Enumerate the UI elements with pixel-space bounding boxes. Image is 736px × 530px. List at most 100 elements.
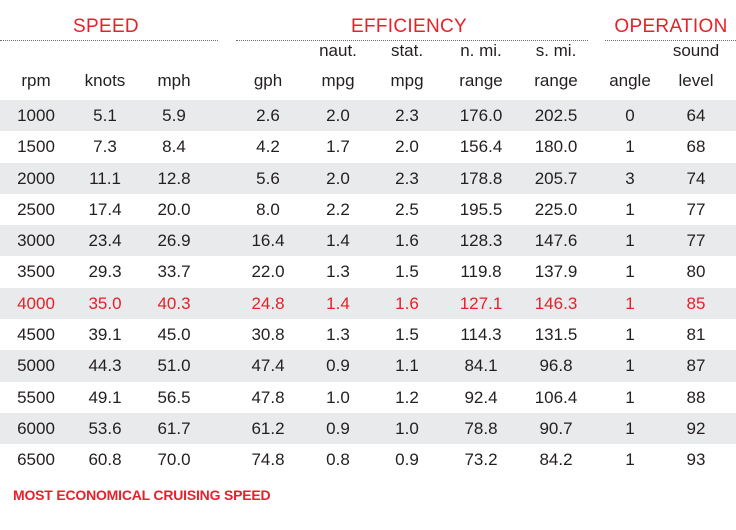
cell-nmi-range: 84.1 bbox=[464, 356, 498, 376]
cell-stat-mpg: 1.0 bbox=[395, 418, 419, 438]
group-rule-operation bbox=[605, 40, 736, 41]
header-smi-range: range bbox=[534, 71, 578, 90]
cell-knots: 35.0 bbox=[88, 293, 122, 313]
group-title-operation: OPERATION bbox=[614, 16, 728, 37]
cell-stat-mpg: 1.5 bbox=[395, 325, 419, 345]
cell-nmi-range: 195.5 bbox=[459, 199, 503, 219]
cell-smi-range: 205.7 bbox=[534, 168, 578, 188]
table-row: 4000 35.0 40.3 24.8 1.4 1.6 127.1 146.3 1 85 bbox=[0, 287, 736, 320]
cell-smi-range: 180.0 bbox=[534, 137, 578, 157]
group-title-speed: SPEED bbox=[73, 16, 139, 37]
cell-smi-range: 202.5 bbox=[534, 106, 578, 125]
cell-smi-range: 225.0 bbox=[534, 199, 578, 219]
cell-sound-level: 88 bbox=[686, 387, 706, 407]
header-sound-level: level bbox=[678, 71, 714, 90]
cell-rpm: 5500 bbox=[17, 387, 55, 407]
cell-angle: 1 bbox=[625, 137, 635, 157]
cell-gph: 5.6 bbox=[256, 168, 280, 188]
table-row: 5500 49.1 56.5 47.8 1.0 1.2 92.4 106.4 1 88 bbox=[0, 382, 736, 413]
cell-knots: 39.1 bbox=[88, 325, 122, 345]
cell-smi-range: 84.2 bbox=[539, 450, 573, 470]
cell-knots: 23.4 bbox=[88, 231, 122, 251]
cell-stat-mpg: 1.1 bbox=[395, 356, 419, 376]
cell-sound-level: 74 bbox=[686, 168, 706, 188]
cell-sound-level: 93 bbox=[686, 450, 706, 470]
cell-gph: 74.8 bbox=[251, 450, 285, 470]
cell-sound-level: 81 bbox=[686, 325, 706, 345]
table-row: 6000 53.6 61.7 61.2 0.9 1.0 78.8 90.7 1 92 bbox=[0, 412, 736, 445]
performance-table: 1000 5.1 5.9 2.6 2.0 2.3 176.0 202.5 0 64 1500 7.3 8… bbox=[0, 100, 736, 476]
cell-rpm: 4000 bbox=[17, 293, 55, 313]
cell-rpm: 1500 bbox=[17, 137, 55, 157]
cell-angle: 3 bbox=[625, 168, 635, 188]
header-angle: angle bbox=[609, 71, 651, 90]
cell-rpm: 2000 bbox=[17, 168, 55, 188]
header-top-sound-level: sound bbox=[672, 41, 720, 60]
cell-angle: 1 bbox=[625, 356, 635, 376]
cell-naut-mpg: 1.3 bbox=[326, 325, 350, 345]
cell-smi-range: 96.8 bbox=[539, 356, 573, 376]
cell-nmi-range: 78.8 bbox=[464, 418, 498, 438]
cell-smi-range: 137.9 bbox=[534, 262, 578, 282]
cell-stat-mpg: 1.6 bbox=[395, 293, 419, 313]
header-top-nmi-range: n. mi. bbox=[460, 41, 502, 60]
cell-nmi-range: 156.4 bbox=[459, 137, 503, 157]
cell-sound-level: 68 bbox=[686, 137, 706, 157]
cell-naut-mpg: 0.9 bbox=[326, 418, 350, 438]
cell-angle: 1 bbox=[625, 262, 635, 282]
header-top-naut-mpg: naut. bbox=[319, 41, 357, 60]
cell-smi-range: 90.7 bbox=[539, 418, 573, 438]
cell-rpm: 3500 bbox=[17, 262, 55, 282]
cell-rpm: 1000 bbox=[17, 106, 55, 125]
cell-mph: 51.0 bbox=[157, 356, 191, 376]
header-top-smi-range: s. mi. bbox=[535, 41, 577, 60]
cell-stat-mpg: 2.5 bbox=[395, 199, 419, 219]
cell-mph: 26.9 bbox=[157, 231, 191, 251]
cell-nmi-range: 92.4 bbox=[464, 387, 498, 407]
cell-naut-mpg: 1.7 bbox=[326, 137, 350, 157]
cell-mph: 45.0 bbox=[157, 325, 191, 345]
group-title-efficiency: EFFICIENCY bbox=[351, 16, 467, 37]
cell-angle: 1 bbox=[625, 293, 635, 313]
cell-gph: 24.8 bbox=[251, 293, 285, 313]
cell-mph: 56.5 bbox=[157, 387, 191, 407]
cell-rpm: 5000 bbox=[17, 356, 55, 376]
header-stat-mpg: mpg bbox=[390, 71, 424, 90]
header-mph: mph bbox=[157, 71, 191, 90]
cell-mph: 33.7 bbox=[157, 262, 191, 282]
cell-knots: 29.3 bbox=[88, 262, 122, 282]
cell-sound-level: 64 bbox=[686, 106, 706, 125]
cell-sound-level: 87 bbox=[686, 356, 706, 376]
cell-knots: 17.4 bbox=[88, 199, 122, 219]
cell-mph: 8.4 bbox=[162, 137, 186, 157]
cell-mph: 20.0 bbox=[157, 199, 191, 219]
cell-gph: 47.8 bbox=[251, 387, 285, 407]
cell-rpm: 6000 bbox=[17, 418, 55, 438]
cell-nmi-range: 178.8 bbox=[459, 168, 503, 188]
cell-gph: 8.0 bbox=[256, 199, 280, 219]
cell-stat-mpg: 1.6 bbox=[395, 231, 419, 251]
cell-angle: 1 bbox=[625, 450, 635, 470]
cell-nmi-range: 73.2 bbox=[464, 450, 498, 470]
header-nmi-range: range bbox=[459, 71, 503, 90]
cell-angle: 1 bbox=[625, 199, 635, 219]
cell-naut-mpg: 0.9 bbox=[326, 356, 350, 376]
cell-smi-range: 147.6 bbox=[534, 231, 578, 251]
cell-angle: 1 bbox=[625, 231, 635, 251]
table-row: 5000 44.3 51.0 47.4 0.9 1.1 84.1 96.8 1 87 bbox=[0, 350, 736, 382]
cell-gph: 16.4 bbox=[251, 231, 285, 251]
cell-mph: 61.7 bbox=[157, 418, 191, 438]
cell-sound-level: 85 bbox=[686, 293, 706, 313]
cell-sound-level: 92 bbox=[686, 418, 706, 438]
cell-angle: 1 bbox=[625, 325, 635, 345]
footnote-economical-speed: MOST ECONOMICAL CRUISING SPEED bbox=[13, 487, 271, 503]
cell-stat-mpg: 1.2 bbox=[395, 387, 419, 407]
cell-smi-range: 131.5 bbox=[534, 325, 578, 345]
cell-knots: 11.1 bbox=[89, 168, 121, 188]
cell-stat-mpg: 2.3 bbox=[395, 106, 419, 125]
header-knots: knots bbox=[84, 71, 126, 90]
table-row: 2500 17.4 20.0 8.0 2.2 2.5 195.5 225.0 1 77 bbox=[0, 194, 736, 225]
table-row: 2000 11.1 12.8 5.6 2.0 2.3 178.8 205.7 3 74 bbox=[0, 162, 736, 194]
table-row: 1500 7.3 8.4 4.2 1.7 2.0 156.4 180.0 1 68 bbox=[0, 131, 736, 162]
cell-nmi-range: 128.3 bbox=[459, 231, 503, 251]
